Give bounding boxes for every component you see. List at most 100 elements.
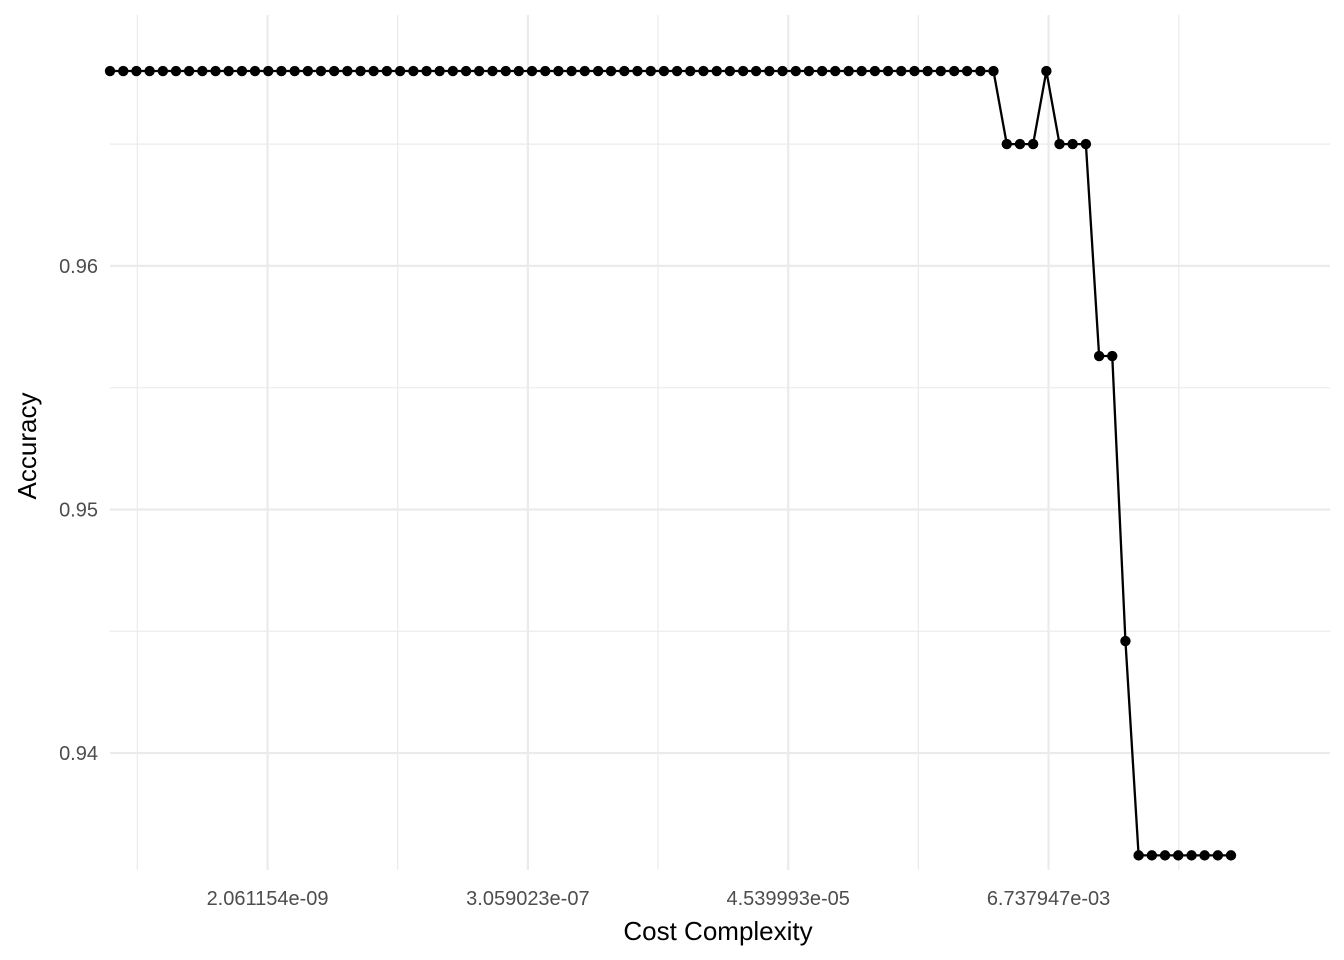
x-tick-label: 2.061154e-09	[207, 888, 329, 910]
data-point	[764, 65, 775, 77]
data-point	[1067, 138, 1078, 150]
data-point	[276, 65, 287, 77]
data-point	[1041, 65, 1052, 77]
data-point	[355, 65, 366, 77]
series-layer	[104, 65, 1237, 861]
data-point	[210, 65, 221, 77]
data-point	[698, 65, 709, 77]
data-point	[1107, 350, 1118, 362]
data-point	[790, 65, 801, 77]
data-point	[289, 65, 300, 77]
data-point	[711, 65, 722, 77]
data-point	[342, 65, 353, 77]
data-point	[948, 65, 960, 77]
data-point	[1120, 635, 1131, 647]
data-point	[750, 65, 762, 77]
data-point	[263, 65, 274, 77]
data-point	[118, 65, 129, 77]
data-point	[909, 65, 920, 77]
data-point	[605, 65, 617, 77]
data-point	[500, 65, 511, 77]
data-point	[869, 65, 881, 77]
data-point	[935, 65, 947, 77]
data-point	[724, 65, 736, 77]
x-tick-label: 4.539993e-05	[726, 888, 849, 910]
data-point	[882, 65, 894, 77]
data-point	[1093, 350, 1105, 362]
data-point	[1054, 138, 1065, 150]
data-point	[421, 65, 432, 77]
data-point	[592, 65, 604, 77]
data-point	[1014, 138, 1026, 150]
data-point	[922, 65, 933, 77]
data-point	[1173, 850, 1184, 861]
y-tick-label: 0.94	[59, 743, 98, 765]
data-point	[408, 65, 419, 77]
data-point	[856, 65, 867, 77]
data-point	[328, 65, 340, 77]
data-point	[803, 65, 815, 77]
data-point	[685, 65, 696, 77]
data-point	[671, 65, 683, 77]
data-point	[315, 65, 327, 77]
data-point	[1159, 850, 1171, 861]
data-point	[170, 65, 182, 77]
data-point	[645, 65, 656, 77]
data-point	[975, 65, 986, 77]
minor-gridlines	[110, 15, 1330, 870]
data-point	[144, 65, 155, 77]
data-point	[553, 65, 564, 77]
data-point	[737, 65, 749, 77]
data-point	[988, 65, 999, 77]
data-point	[1199, 850, 1210, 861]
x-tick-label: 6.737947e-03	[987, 888, 1110, 910]
data-point	[658, 65, 670, 77]
y-tick-label: 0.96	[59, 256, 98, 278]
data-point	[513, 65, 525, 77]
data-point	[619, 65, 630, 77]
data-point	[1186, 850, 1197, 861]
data-point	[579, 65, 590, 77]
data-point	[157, 65, 169, 77]
data-point	[830, 65, 841, 77]
data-point	[1080, 138, 1092, 150]
data-point	[302, 65, 314, 77]
y-tick-label: 0.95	[59, 499, 98, 521]
data-point	[1212, 850, 1224, 861]
data-point	[1146, 850, 1158, 861]
x-tick-labels: 2.061154e-09 3.059023e-07 4.539993e-05 6.73…	[207, 888, 1111, 910]
data-point	[473, 65, 485, 77]
data-point	[368, 65, 379, 77]
data-point	[896, 65, 907, 77]
data-point	[1133, 850, 1144, 861]
data-point	[526, 65, 538, 77]
major-gridlines	[110, 15, 1330, 870]
data-point	[447, 65, 459, 77]
data-point	[434, 65, 445, 77]
data-point	[1001, 138, 1012, 150]
data-point	[183, 65, 195, 77]
data-point	[104, 65, 116, 77]
data-point	[197, 65, 208, 77]
data-point	[540, 65, 551, 77]
data-point	[777, 65, 788, 77]
data-point	[816, 65, 828, 77]
y-axis-title: Accuracy	[12, 393, 42, 500]
data-point	[394, 65, 406, 77]
y-tick-labels: 0.94 0.95 0.96	[59, 256, 98, 765]
data-point	[961, 65, 973, 77]
data-point	[1027, 138, 1039, 150]
data-point	[249, 65, 261, 77]
data-point	[381, 65, 393, 77]
data-point	[566, 65, 577, 77]
data-point	[1225, 850, 1237, 861]
data-point	[460, 65, 472, 77]
x-tick-label: 3.059023e-07	[466, 888, 589, 910]
data-point	[632, 65, 643, 77]
data-point	[223, 65, 234, 77]
data-point	[843, 65, 854, 77]
data-point	[236, 65, 248, 77]
x-axis-title: Cost Complexity	[623, 916, 812, 946]
